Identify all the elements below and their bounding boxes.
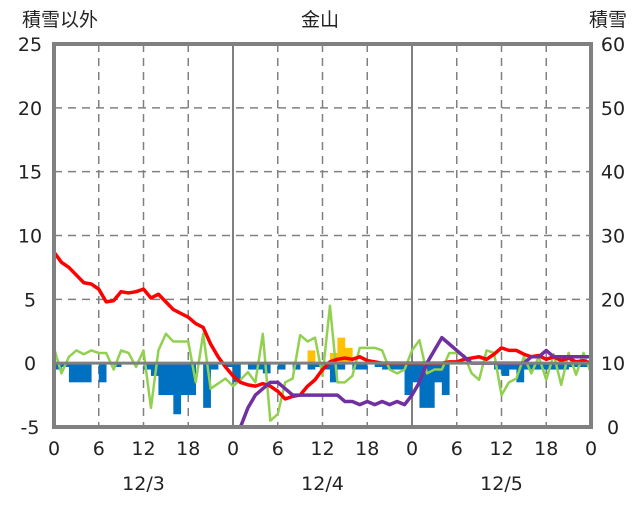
blue-bar: [113, 363, 122, 367]
left-tick-label: 5: [24, 289, 36, 311]
blue-bar: [374, 363, 383, 367]
right-tick-label: 60: [601, 34, 625, 56]
x-tick-label: 18: [176, 438, 200, 460]
blue-bar: [412, 363, 420, 383]
left-axis-label: 積雪以外: [22, 9, 98, 31]
x-tick-label: 6: [451, 438, 463, 460]
blue-bar: [315, 363, 323, 367]
left-tick-label: 10: [18, 226, 42, 248]
blue-bar: [143, 363, 152, 370]
x-tick-label: 0: [406, 438, 418, 460]
orange-bar: [307, 350, 316, 364]
blue-bar: [494, 363, 502, 370]
blue-bar: [188, 363, 197, 396]
blue-bar: [508, 363, 517, 370]
blue-bar: [233, 363, 241, 383]
right-tick-label: 20: [601, 289, 625, 311]
blue-bar: [210, 363, 219, 370]
green-series-line: [52, 304, 593, 422]
blue-bar: [68, 363, 77, 383]
blue-bar: [98, 363, 107, 383]
blue-bar: [516, 363, 525, 383]
x-tick-label: 12: [489, 438, 513, 460]
blue-bar: [434, 363, 443, 383]
blue-bar: [76, 363, 85, 383]
blue-bar: [180, 363, 189, 396]
left-tick-label: -5: [21, 417, 40, 439]
blue-bar: [255, 363, 264, 370]
blue-bar: [83, 363, 92, 383]
left-tick-label: 0: [24, 353, 36, 375]
x-tick-label: 0: [227, 438, 239, 460]
chart-title: 金山: [301, 9, 339, 31]
blue-bar: [225, 363, 234, 367]
right-axis-label: 積雪: [589, 9, 627, 31]
blue-bar: [54, 363, 62, 370]
blue-bar: [277, 363, 286, 370]
blue-bar: [337, 363, 346, 370]
right-tick-label: 50: [601, 98, 625, 120]
left-tick-label: 25: [18, 34, 42, 56]
blue-bar: [352, 363, 361, 370]
x-tick-label: 12: [310, 438, 334, 460]
right-tick-label: 30: [601, 226, 625, 248]
orange-bar: [344, 347, 353, 364]
date-label: 12/5: [480, 473, 523, 495]
right-tick-label: 40: [601, 162, 625, 184]
left-tick-label: 20: [18, 98, 42, 120]
blue-bar: [247, 363, 256, 370]
x-tick-label: 12: [131, 438, 155, 460]
blue-bar: [426, 363, 435, 408]
x-tick-label: 18: [355, 438, 379, 460]
x-tick-label: 18: [534, 438, 558, 460]
blue-bar: [158, 363, 167, 396]
blue-bar: [397, 363, 405, 370]
blue-bar: [203, 363, 211, 408]
date-label: 12/3: [122, 473, 165, 495]
x-tick-label: 0: [585, 438, 597, 460]
blue-bar: [359, 363, 368, 370]
blue-bar: [501, 363, 510, 376]
x-tick-label: 0: [48, 438, 60, 460]
date-label: 12/4: [301, 473, 344, 495]
blue-bar: [307, 363, 316, 370]
blue-bar: [389, 363, 398, 370]
blue-bar: [441, 363, 450, 396]
plot-frame: [52, 42, 593, 429]
x-tick-label: 6: [272, 438, 284, 460]
blue-bar: [404, 363, 413, 396]
blue-bar: [419, 363, 428, 408]
left-tick-label: 15: [18, 162, 42, 184]
blue-bar: [329, 363, 338, 383]
right-tick-label: 0: [607, 417, 619, 439]
blue-bar: [173, 363, 182, 415]
blue-bar: [165, 363, 174, 396]
blue-bar: [292, 363, 301, 370]
x-tick-label: 6: [93, 438, 105, 460]
orange-bar: [337, 337, 346, 364]
right-tick-label: 10: [601, 353, 625, 375]
blue-bar: [382, 363, 390, 370]
red-series-line: [52, 251, 592, 401]
